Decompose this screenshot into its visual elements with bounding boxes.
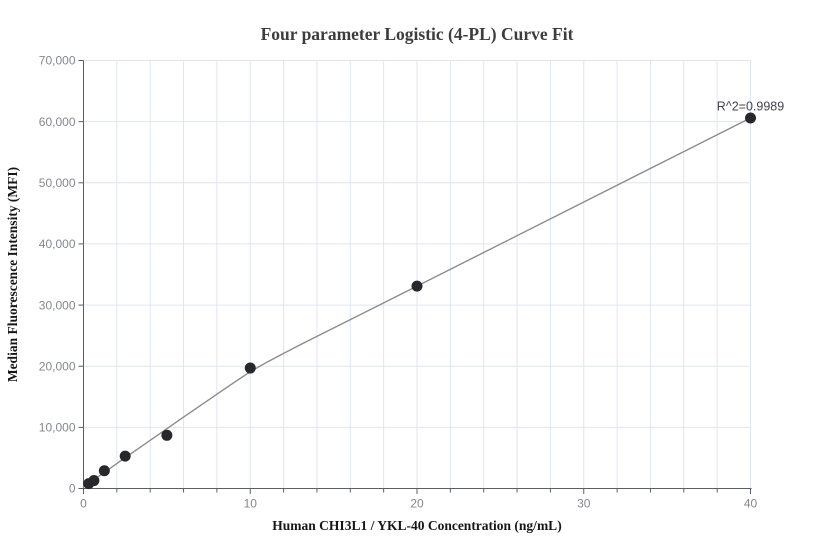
y-tick-label: 40,000 <box>39 237 76 251</box>
y-tick-label: 70,000 <box>39 54 76 68</box>
x-tick-label: 10 <box>244 497 258 511</box>
chart-title: Four parameter Logistic (4-PL) Curve Fit <box>261 24 574 44</box>
data-point <box>411 280 423 292</box>
data-point <box>745 112 756 124</box>
data-point <box>244 362 256 374</box>
x-tick-label: 20 <box>410 497 424 511</box>
y-tick-label: 30,000 <box>39 298 76 312</box>
y-tick-label: 10,000 <box>39 421 76 435</box>
data-point <box>161 429 173 441</box>
r-squared-annotation: R^2=0.9989 <box>717 100 784 114</box>
data-series <box>82 112 756 490</box>
y-tick-label: 20,000 <box>39 359 76 373</box>
data-point <box>119 450 131 462</box>
fit-curve-line <box>82 117 752 488</box>
gridlines <box>83 60 751 489</box>
y-tick-label: 60,000 <box>39 115 76 129</box>
axis-ticks <box>78 60 751 494</box>
y-axis-label: Median Fluorescence Intensity (MFI) <box>5 167 20 382</box>
y-tick-label: 50,000 <box>39 176 76 190</box>
x-tick-label: 30 <box>577 497 591 511</box>
tick-labels: 0 10,000 20,000 30,000 40,000 50,000 60,000 70,… <box>39 54 758 511</box>
x-axis-label: Human CHI3L1 / YKL-40 Concentration (ng/… <box>272 518 561 533</box>
data-point <box>98 465 110 477</box>
x-tick-label: 40 <box>744 497 758 511</box>
x-tick-label: 0 <box>80 497 87 511</box>
data-point <box>88 475 100 487</box>
y-tick-label: 0 <box>69 482 76 496</box>
